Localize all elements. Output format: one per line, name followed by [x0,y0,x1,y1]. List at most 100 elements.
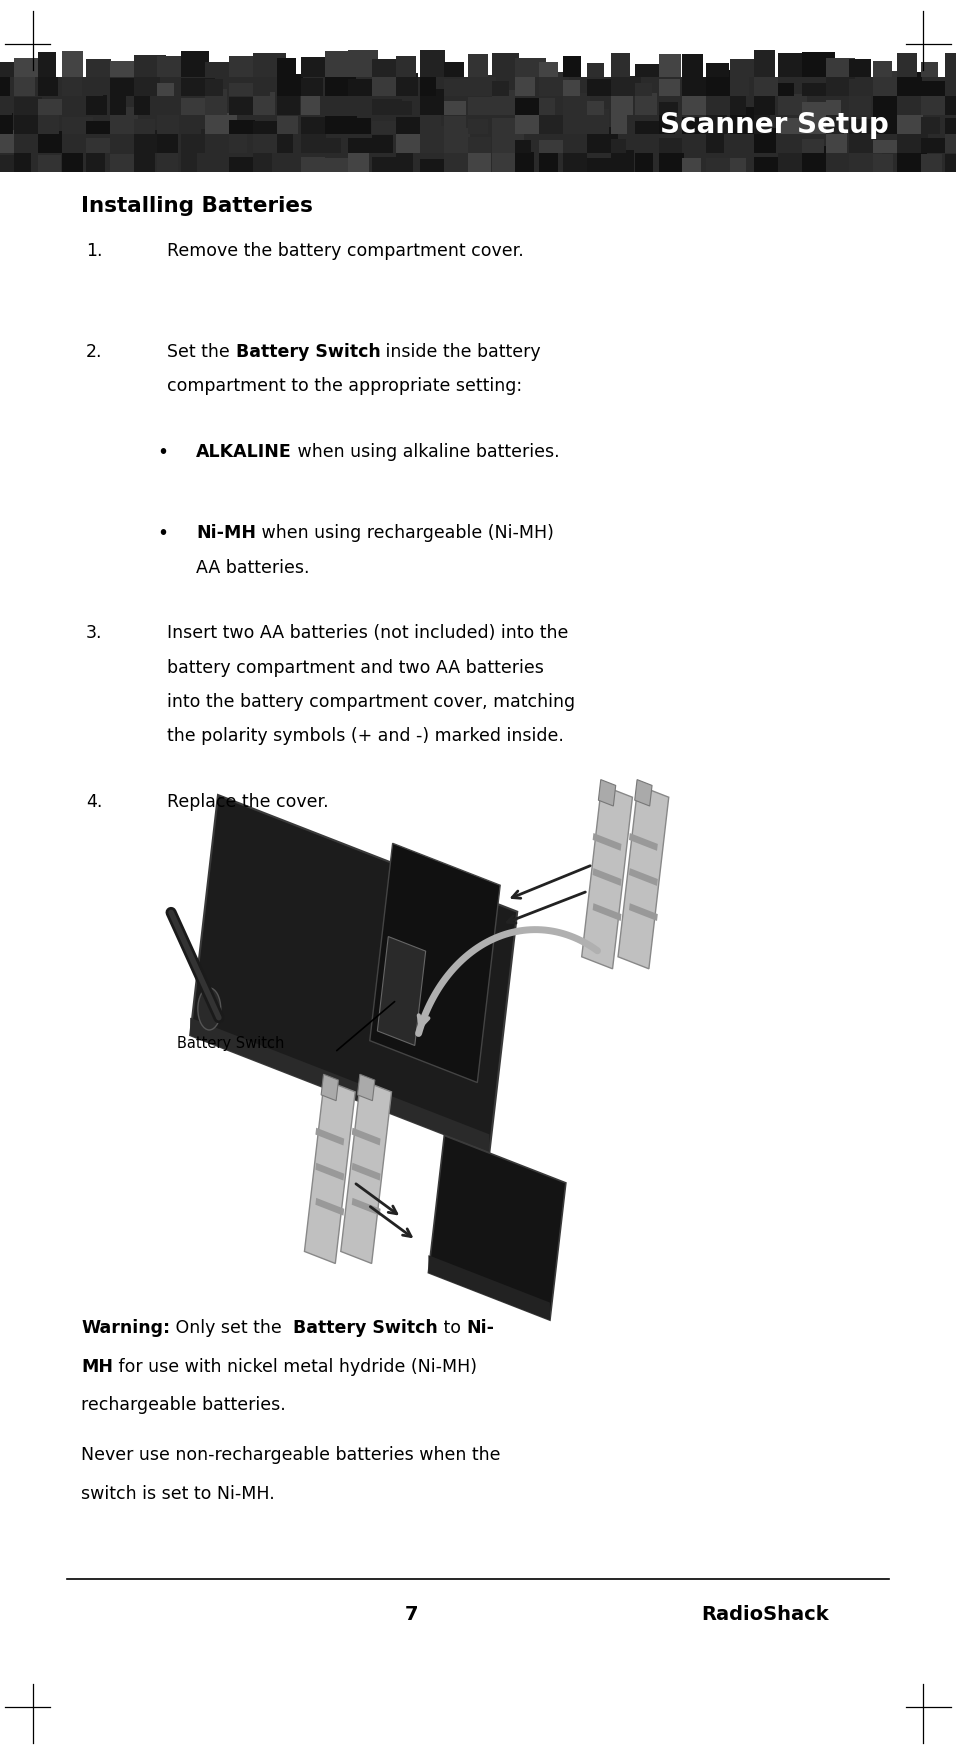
Bar [253,128,281,153]
Bar [587,79,619,96]
Bar [659,114,675,133]
Bar [563,56,581,77]
Bar [826,153,853,172]
Text: 3.: 3. [86,624,102,642]
Bar [110,135,129,153]
Bar [491,132,524,153]
Bar [611,53,630,77]
Bar [253,149,272,172]
Bar [874,88,905,116]
Bar [182,77,215,96]
Bar [372,121,403,133]
Bar [659,146,684,172]
Bar [206,112,237,133]
Text: Ni-MH: Ni-MH [196,524,256,542]
Bar [563,146,587,172]
Bar [467,96,494,116]
Text: 4.: 4. [86,793,102,810]
Bar [802,139,824,153]
Bar [0,61,19,77]
Bar [420,89,445,116]
Text: Warning:: Warning: [81,1319,170,1337]
Bar [778,118,805,133]
Bar [491,53,519,77]
Bar [730,95,746,116]
Polygon shape [315,1198,344,1216]
Bar [253,53,287,77]
Polygon shape [629,868,658,886]
Bar [539,140,572,153]
Bar [182,51,208,77]
Bar [0,130,16,153]
Bar [277,116,297,133]
Polygon shape [321,1073,338,1102]
Bar [277,154,309,172]
Bar [348,118,371,133]
Bar [229,158,261,172]
Bar [253,82,270,96]
Bar [0,154,18,172]
Bar [372,135,393,153]
Bar [587,128,618,153]
Bar [182,98,211,116]
Bar [62,93,90,116]
Bar [300,118,325,133]
Bar [229,119,254,133]
Bar [134,95,150,116]
Bar [38,98,70,116]
Bar [730,75,749,96]
Polygon shape [352,1163,380,1180]
Text: Insert two AA batteries (not included) into the: Insert two AA batteries (not included) i… [167,624,569,642]
Bar [14,133,35,153]
Bar [86,95,107,116]
Text: Battery Switch: Battery Switch [235,342,380,361]
Text: Installing Batteries: Installing Batteries [81,196,314,216]
Bar [754,128,776,153]
Bar [826,100,841,116]
Bar [611,149,634,172]
Bar [0,91,12,116]
Bar [300,91,320,116]
Bar [372,60,403,77]
Bar [683,77,708,96]
Polygon shape [370,844,500,1082]
Bar [348,139,374,153]
Bar [539,98,555,116]
Bar [38,132,63,153]
Bar [587,158,619,172]
Polygon shape [315,1128,344,1145]
Bar [802,111,829,133]
Bar [635,63,663,77]
Bar [14,96,42,116]
Bar [539,153,558,172]
Bar [683,158,701,172]
Bar [277,128,293,153]
Bar [253,121,280,133]
Bar [38,77,57,96]
Bar [86,75,103,96]
Bar [420,51,445,77]
Text: rechargeable batteries.: rechargeable batteries. [81,1396,286,1414]
Bar [277,58,295,77]
Bar [706,132,724,153]
Bar [158,96,191,116]
Bar [420,126,446,153]
Bar [611,77,641,96]
Bar [444,102,467,116]
Bar [897,147,926,172]
Bar [706,111,727,133]
Bar [730,58,761,77]
Bar [182,130,205,153]
Bar [444,128,470,153]
Bar [467,153,490,172]
Bar [826,130,847,153]
Text: for use with nickel metal hydride (Ni-MH): for use with nickel metal hydride (Ni-MH… [113,1358,477,1375]
Bar [396,118,426,133]
Bar [324,116,358,133]
Text: •: • [158,442,169,461]
Bar [444,116,466,133]
Bar [110,61,135,77]
Bar [300,56,334,77]
Bar [396,56,416,77]
Bar [539,72,569,96]
